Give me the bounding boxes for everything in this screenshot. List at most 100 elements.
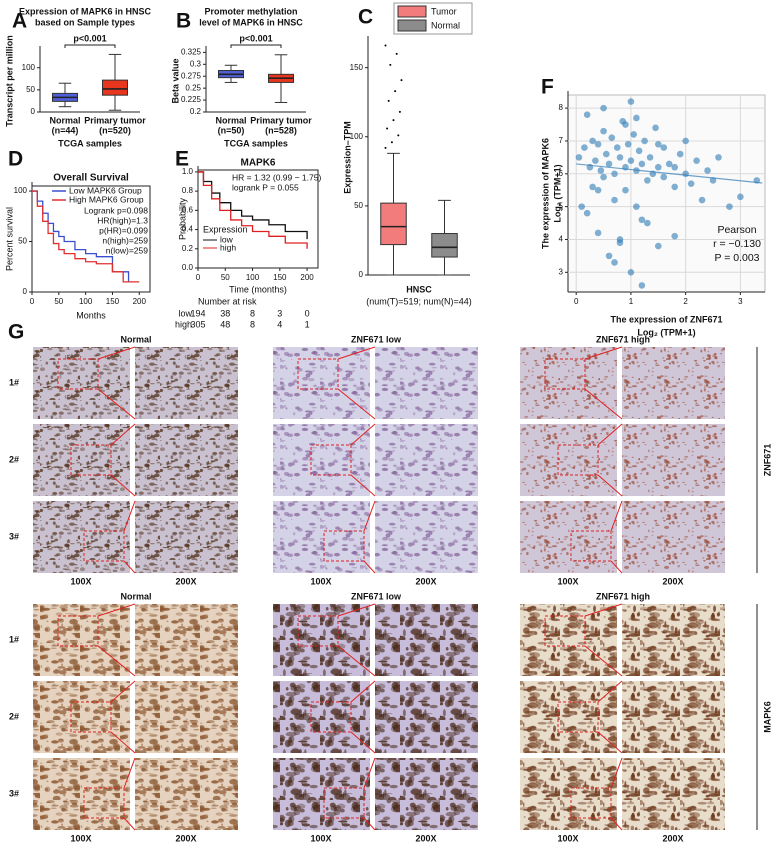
y-axis-title: Beta value [170, 58, 180, 103]
row-label: 2# [9, 711, 19, 721]
y-tick-label: 3 [559, 267, 564, 276]
risk-count: 8 [250, 308, 255, 318]
sample-size: (n=528) [265, 125, 297, 135]
y-tick-label: 1.0 [182, 167, 194, 176]
point [616, 154, 624, 161]
point [608, 134, 616, 141]
zoom-line [350, 423, 376, 446]
ihc-image-100x [33, 501, 130, 573]
stain-label: ZNF671 [762, 444, 772, 477]
zoom-box [57, 615, 99, 647]
point [597, 167, 605, 174]
point [671, 232, 679, 240]
outlier [398, 110, 401, 113]
point [616, 239, 624, 247]
legend-label: Low MAPK6 Group [69, 185, 142, 195]
zoom-box [557, 444, 599, 476]
point [630, 131, 637, 138]
zoom-line [97, 346, 136, 360]
point [635, 147, 643, 155]
y-tick-label: 0.325 [181, 47, 202, 56]
ihc-image-100x [520, 347, 617, 419]
magnification: 100X [70, 576, 91, 586]
magnification: 200X [662, 576, 683, 586]
zoom-line [350, 474, 376, 497]
y-tick-label: 50 [18, 237, 27, 246]
annotation: P = 0.003 [714, 252, 759, 264]
legend-label: Normal [431, 20, 460, 30]
zoom-box [544, 615, 586, 647]
risk-count: 305 [190, 319, 205, 329]
point [682, 170, 689, 178]
zoom-line [337, 346, 376, 360]
point [605, 160, 613, 168]
zoom-box [557, 701, 599, 733]
y-tick-label: 50 [354, 201, 363, 210]
row-label: 3# [9, 531, 19, 541]
point [737, 193, 744, 201]
x-tick-label: 200 [300, 273, 314, 282]
ihc-image-200x [622, 424, 725, 496]
x-tick-label: 100 [79, 297, 93, 306]
risk-count: 0 [305, 308, 310, 318]
zoom-line [597, 731, 623, 754]
magnification: 200X [175, 576, 196, 586]
point [600, 104, 607, 112]
y-tick-label: 0 [31, 107, 36, 116]
survival-curve [32, 190, 140, 283]
ihc-image-100x [33, 681, 130, 753]
point [641, 137, 648, 145]
point [611, 196, 618, 204]
y-tick-label: 0.0 [182, 263, 194, 272]
ihc-image-200x [135, 758, 238, 830]
outlier [387, 99, 390, 102]
ihc-image-100x [273, 604, 370, 676]
zoom-box [297, 358, 339, 390]
legend-label: High MAPK6 Group [69, 194, 144, 204]
zoom-line [597, 423, 623, 446]
y-tick-label: 100 [22, 63, 36, 72]
annotation: logrank P = 0.055 [232, 182, 299, 192]
fit-line [576, 163, 763, 184]
zoom-line [337, 603, 376, 617]
point [613, 144, 621, 151]
legend-label: Tumor [431, 6, 457, 16]
zoom-line [110, 423, 136, 446]
row-label: 2# [9, 454, 19, 464]
point [589, 137, 596, 145]
ihc-image-100x [33, 758, 130, 830]
point [627, 98, 635, 105]
survival-curve [198, 171, 308, 249]
y-axis-title: Transcript per million [4, 35, 14, 127]
ihc-image-100x [33, 347, 130, 419]
ihc-image-100x [520, 681, 617, 753]
y-axis-title: The expression of MAPK6 [540, 138, 550, 249]
x-tick-label: 0 [30, 297, 35, 306]
zoom-line [597, 474, 623, 497]
point [654, 242, 662, 250]
zoom-line [610, 757, 623, 789]
zoom-box [570, 530, 612, 562]
outlier [392, 119, 395, 122]
legend-label: low [220, 234, 234, 244]
annotation: p(HR)=0.099 [99, 225, 148, 235]
point [644, 177, 651, 184]
box [380, 202, 407, 246]
zoom-line [363, 817, 376, 831]
y-tick-label: 5 [559, 202, 564, 211]
subtitle: (num(T)=519; num(N)=44) [366, 296, 472, 306]
row-label: 1# [9, 634, 19, 644]
ihc-image-200x [375, 424, 478, 496]
y-tick-label: 0.6 [182, 205, 194, 214]
risk-row-name: high [175, 319, 192, 329]
zoom-line [97, 645, 136, 677]
point [704, 167, 711, 174]
magnification: 100X [557, 833, 578, 843]
sample-size: (n=50) [218, 125, 245, 135]
panel-letter: G [8, 321, 24, 344]
zoom-line [110, 474, 136, 497]
x-tick-label: 150 [273, 273, 287, 282]
point [644, 219, 651, 227]
point [600, 127, 607, 135]
survival-curve [198, 171, 308, 240]
